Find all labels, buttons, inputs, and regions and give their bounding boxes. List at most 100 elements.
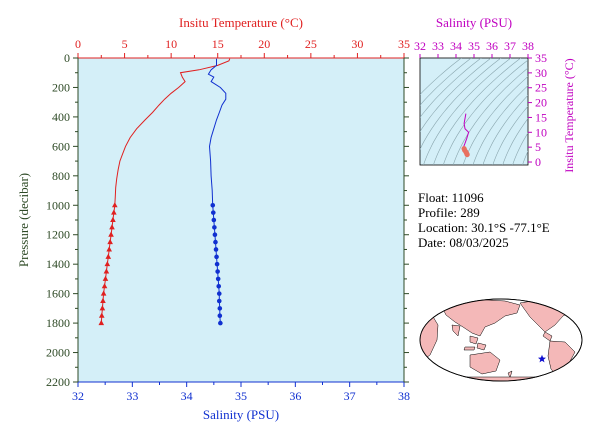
pressure-tick-label: 1400: [46, 257, 70, 271]
density-contour: [420, 58, 502, 150]
temperature-tick-label: 5: [122, 37, 128, 51]
temperature-marker: [102, 275, 109, 281]
temperature-marker: [105, 253, 112, 259]
land-shape: [469, 351, 501, 375]
salinity-marker: [211, 217, 217, 223]
density-contour: [502, 117, 528, 165]
land-shape: [469, 335, 479, 345]
salinity-tick-label: 33: [126, 389, 138, 403]
density-contour: [443, 59, 528, 165]
ts-temperature-tick-label: 25: [535, 81, 547, 95]
pressure-tick-label: 200: [52, 80, 70, 94]
density-contour: [433, 58, 522, 165]
density-contours: [420, 58, 528, 165]
density-contour: [522, 150, 528, 165]
pressure-tick-label: 400: [52, 110, 70, 124]
temperature-tick-label: 20: [258, 37, 270, 51]
temperature-marker: [104, 260, 111, 267]
salinity-marker: [210, 210, 216, 215]
salinity-marker: [214, 261, 220, 267]
float-id-text: Float: 11096: [418, 190, 484, 205]
salinity-marker: [216, 283, 222, 289]
land-shape: [439, 376, 561, 381]
temperature-marker: [99, 305, 106, 311]
ts-temperature-tick-label: 5: [535, 140, 541, 154]
ts-temperature-axis-title: Insitu Temperature (°C): [562, 58, 576, 172]
temperature-axis-title: Insitu Temperature (°C): [179, 15, 303, 30]
temperature-marker: [98, 312, 105, 318]
density-contour: [452, 67, 528, 165]
land-shape: [564, 299, 579, 306]
salinity-tick-label: 37: [344, 389, 356, 403]
land-shape: [451, 324, 461, 337]
salinity-tick-label: 38: [398, 389, 410, 403]
temperature-marker: [98, 319, 105, 326]
temperature-tick-label: 0: [75, 37, 81, 51]
salinity-marker: [217, 306, 223, 311]
density-contour: [492, 105, 528, 165]
density-contour: [420, 58, 472, 106]
density-contour: [472, 85, 528, 165]
temperature-marker: [101, 283, 108, 289]
main-profile-chart: 0 5 10 15 20 25 30 35 32 33 34 35 36 37 38 0 200 400 600 80…: [16, 15, 410, 422]
salinity-marker: [212, 225, 217, 230]
salinity-tick-label: 35: [235, 389, 247, 403]
ts-temperature-tick-label: 0: [535, 155, 541, 169]
ts-salinity-tick-label: 36: [486, 39, 498, 53]
temperature-tick-label: 35: [398, 37, 410, 51]
density-contour: [420, 58, 482, 118]
salinity-marker: [216, 291, 222, 296]
temperature-marker: [110, 216, 116, 222]
ts-salinity-tick-label: 34: [450, 39, 462, 53]
land-shape: [463, 346, 476, 351]
ts-temperature-tick-label: 20: [535, 96, 547, 110]
pressure-tick-label: 2000: [46, 346, 70, 360]
land-shape: [439, 299, 521, 337]
date-text: Date: 08/03/2025: [418, 235, 509, 250]
salinity-marker: [216, 298, 222, 304]
salinity-marker: [213, 247, 219, 252]
temperature-marker: [108, 231, 114, 237]
salinity-marker: [218, 320, 223, 326]
ts-salinity-tick-label: 33: [432, 39, 444, 53]
temperature-tick-label: 25: [305, 37, 317, 51]
map-outline: [419, 298, 583, 382]
pressure-axis-title: Pressure (decibar): [16, 173, 31, 267]
temperature-marker: [111, 202, 118, 208]
salinity-marker: [213, 239, 218, 245]
main-plot-background: [78, 58, 404, 382]
temperature-tick-label: 10: [165, 37, 177, 51]
salinity-tick-label: 36: [289, 389, 301, 403]
salinity-marker: [215, 269, 220, 274]
pressure-tick-label: 0: [64, 51, 70, 65]
pressure-tick-label: 1600: [46, 287, 70, 301]
ts-salinity-tick-label: 37: [504, 39, 516, 53]
salinity-line: [207, 58, 227, 324]
temperature-marker: [111, 209, 117, 215]
ts-temperature-tick-label: 15: [535, 110, 547, 124]
salinity-marker: [214, 254, 219, 260]
ts-salinity-axis-title: Salinity (PSU): [436, 15, 512, 30]
density-contour: [423, 58, 512, 165]
ts-point: [464, 151, 470, 158]
pressure-tick-label: 1000: [46, 198, 70, 212]
temperature-marker: [107, 238, 113, 245]
salinity-tick-label: 32: [72, 389, 84, 403]
ts-temperature-tick-label: 35: [535, 51, 547, 65]
temperature-tick-label: 30: [351, 37, 363, 51]
ts-temperature-tick-label: 10: [535, 125, 547, 139]
land-shape: [476, 342, 487, 351]
density-contour: [462, 76, 528, 165]
density-contour: [482, 94, 528, 165]
salinity-marker: [212, 232, 218, 238]
temperature-marker: [109, 224, 115, 230]
ts-salinity-tick-label: 32: [414, 39, 426, 53]
ts-temperature-tick-label: 30: [535, 66, 547, 80]
salinity-tick-label: 34: [181, 389, 193, 403]
density-contour: [420, 58, 462, 95]
temperature-tick-label: 15: [212, 37, 224, 51]
pressure-tick-label: 2200: [46, 375, 70, 389]
land-shape: [507, 370, 513, 379]
